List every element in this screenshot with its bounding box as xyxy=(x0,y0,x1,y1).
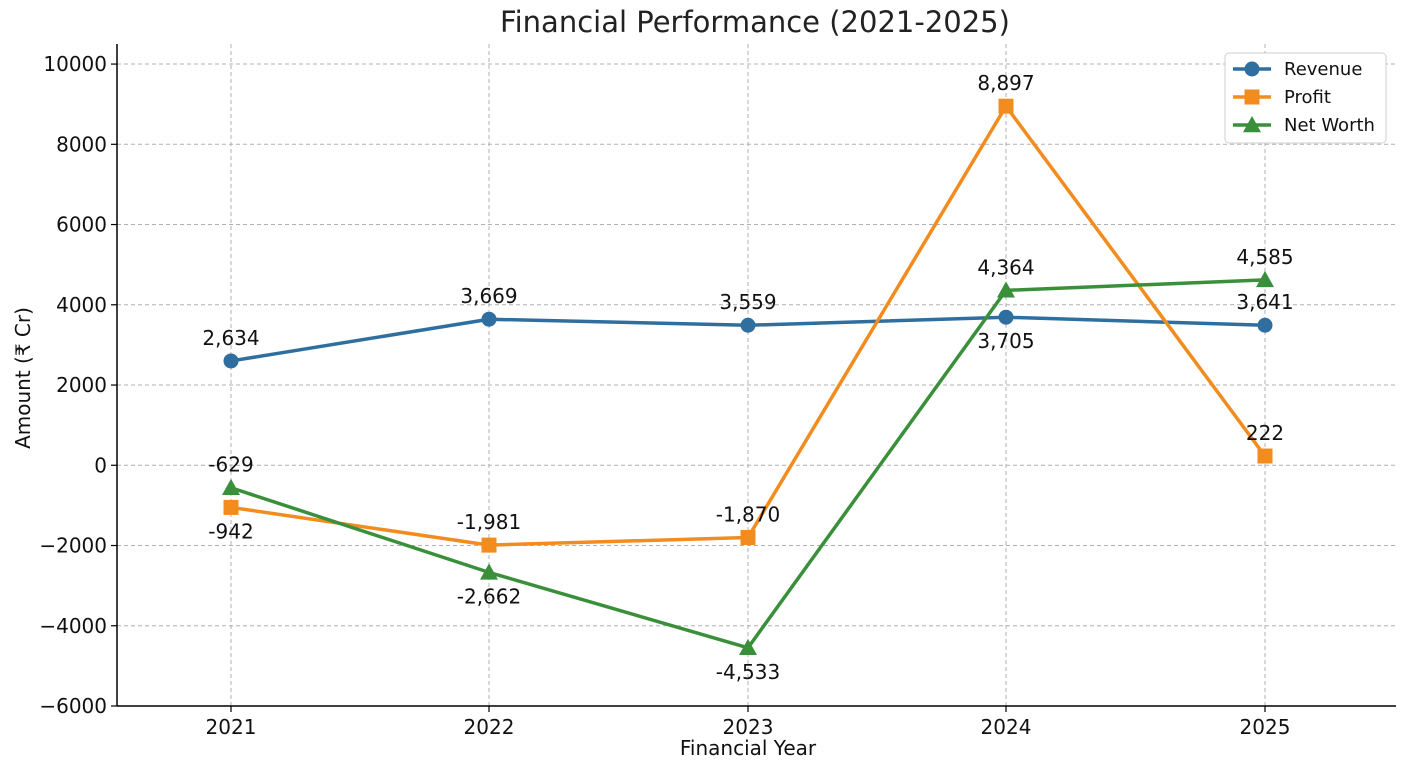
chart-title: Financial Performance (2021-2025) xyxy=(500,5,1010,39)
net-worth-data-label: 4,364 xyxy=(977,255,1034,279)
revenue-point xyxy=(998,309,1014,325)
legend-marker xyxy=(1244,89,1260,105)
y-ticks: 10000 8000 6000 4000 2000 0 −2000 −4000 −6000 xyxy=(39,52,117,718)
revenue-point xyxy=(1257,317,1273,333)
legend-box xyxy=(1224,52,1387,144)
net-worth-data-label: -4,533 xyxy=(716,660,780,684)
y-tick-label: 4000 xyxy=(56,293,107,317)
x-tick-label: 2024 xyxy=(981,715,1032,739)
profit-point xyxy=(998,98,1014,114)
x-ticks: 2021 2022 2023 2024 2025 xyxy=(206,706,1291,739)
revenue-data-label: 2,634 xyxy=(202,326,259,350)
legend-label: Revenue xyxy=(1284,59,1362,80)
y-tick-label: 8000 xyxy=(56,132,107,156)
series-revenue xyxy=(223,309,1273,369)
legend: Revenue Profit Net Worth xyxy=(1224,52,1387,144)
y-tick-label: −2000 xyxy=(39,534,107,558)
profit-data-label: 8,897 xyxy=(977,71,1034,95)
legend-label: Profit xyxy=(1284,87,1331,108)
revenue-data-label: 3,669 xyxy=(460,284,517,308)
y-tick-label: −6000 xyxy=(39,694,107,718)
x-tick-label: 2023 xyxy=(723,715,774,739)
legend-item-profit: Profit xyxy=(1233,87,1331,108)
series xyxy=(222,98,1274,656)
legend-label: Net Worth xyxy=(1284,115,1375,136)
x-tick-label: 2022 xyxy=(464,715,515,739)
y-tick-label: 10000 xyxy=(43,52,107,76)
revenue-point xyxy=(481,311,497,327)
revenue-point xyxy=(740,317,756,333)
x-axis-label: Financial Year xyxy=(680,736,817,760)
grid-lines xyxy=(117,44,1396,706)
legend-item-net-worth: Net Worth xyxy=(1233,115,1375,136)
axes xyxy=(116,44,1396,707)
legend-marker xyxy=(1243,116,1261,133)
profit-point xyxy=(481,537,497,553)
revenue-data-label: 3,559 xyxy=(719,290,776,314)
y-tick-label: −4000 xyxy=(39,614,107,638)
series-net-worth xyxy=(222,270,1274,656)
revenue-point xyxy=(223,353,239,369)
net-worth-data-label: 4,585 xyxy=(1236,245,1293,269)
profit-point xyxy=(1257,448,1273,464)
profit-data-label: 222 xyxy=(1246,421,1284,445)
x-tick-label: 2021 xyxy=(206,715,257,739)
data-labels: 2,634 3,669 3,559 3,705 3,641 -942 -1,981 -1,87… xyxy=(202,71,1293,684)
y-axis-label: Amount (₹ Cr) xyxy=(11,307,35,449)
net-worth-point xyxy=(739,638,757,656)
profit-data-label: -1,870 xyxy=(716,502,780,526)
profit-data-label: -942 xyxy=(208,519,253,543)
profit-point xyxy=(223,499,239,515)
net-worth-data-label: -2,662 xyxy=(457,584,521,608)
profit-data-label: -1,981 xyxy=(457,510,521,534)
net-worth-point xyxy=(997,281,1015,298)
x-tick-label: 2025 xyxy=(1240,715,1291,739)
legend-marker xyxy=(1244,61,1260,77)
legend-item-revenue: Revenue xyxy=(1233,59,1362,80)
y-tick-label: 6000 xyxy=(56,213,107,237)
net-worth-point xyxy=(1256,270,1274,288)
revenue-data-label: 3,641 xyxy=(1236,290,1293,314)
net-worth-point xyxy=(480,563,498,580)
profit-point xyxy=(740,529,756,545)
y-tick-label: 0 xyxy=(94,453,107,477)
y-tick-label: 2000 xyxy=(56,373,107,397)
net-worth-data-label: -629 xyxy=(208,453,253,477)
revenue-data-label: 3,705 xyxy=(977,329,1034,353)
net-worth-point xyxy=(222,478,240,495)
series-profit xyxy=(223,98,1273,553)
